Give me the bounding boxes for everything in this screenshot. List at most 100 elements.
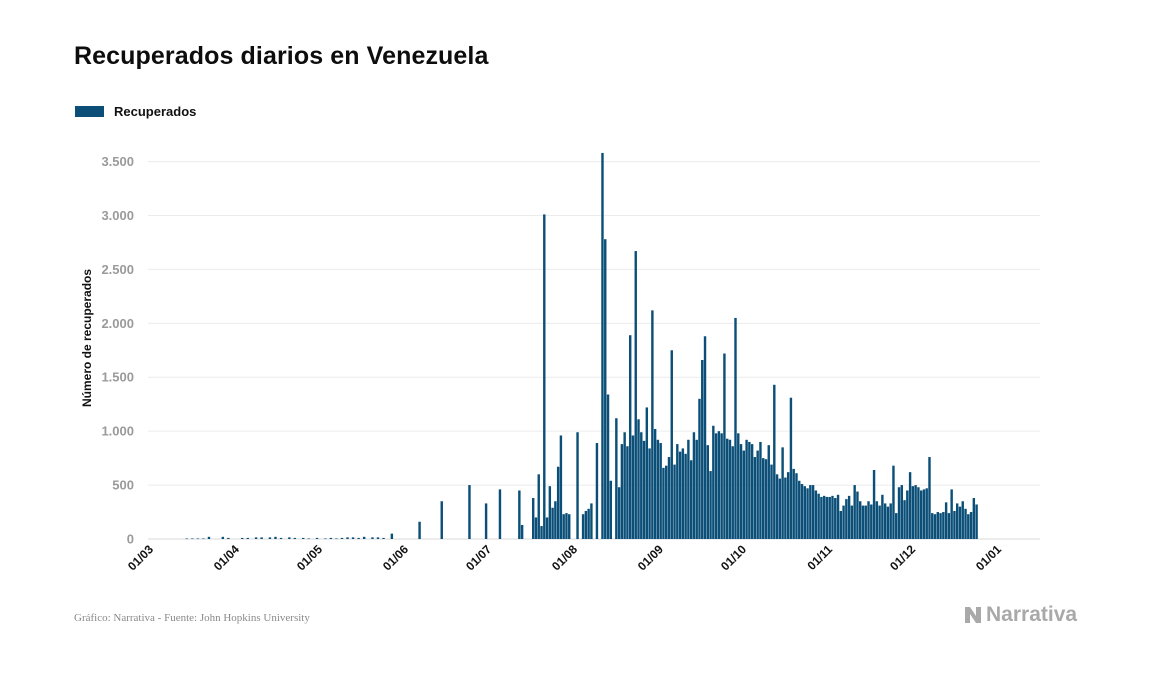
- bar: [324, 538, 327, 540]
- bar: [861, 505, 865, 539]
- brand: Narrativa: [963, 603, 1077, 627]
- bar: [288, 537, 291, 539]
- bar: [382, 537, 385, 539]
- bar: [717, 431, 721, 539]
- bar: [762, 458, 765, 539]
- bar: [723, 353, 726, 539]
- bar: [227, 537, 230, 539]
- bar: [606, 394, 610, 539]
- bar: [728, 439, 732, 539]
- bar: [847, 495, 851, 539]
- bar: [279, 537, 283, 539]
- bar: [925, 488, 928, 539]
- bar: [678, 451, 682, 539]
- brand-name: Narrativa: [986, 603, 1078, 626]
- bar: [518, 490, 521, 539]
- bar: [795, 473, 798, 539]
- bar: [590, 503, 593, 539]
- bar: [939, 513, 942, 539]
- bar: [185, 538, 189, 540]
- bar: [845, 499, 848, 539]
- bar: [828, 496, 831, 539]
- bar: [351, 537, 355, 539]
- bar: [784, 477, 787, 539]
- bar: [667, 457, 671, 539]
- bar: [967, 514, 970, 539]
- bar: [745, 439, 748, 539]
- bar: [820, 496, 823, 539]
- bar: [906, 490, 909, 539]
- bar: [695, 439, 698, 539]
- bar: [637, 419, 640, 539]
- bar: [520, 524, 524, 539]
- bar: [548, 486, 552, 539]
- bar: [191, 538, 194, 540]
- bar: [859, 501, 862, 539]
- bar: [895, 513, 898, 539]
- bar: [689, 460, 693, 539]
- bar: [933, 514, 937, 539]
- bar: [221, 536, 225, 539]
- bar: [418, 521, 421, 539]
- bar: [662, 467, 665, 539]
- bar: [917, 487, 920, 539]
- bar: [706, 445, 709, 539]
- bar: [864, 505, 867, 539]
- bar: [814, 490, 818, 539]
- bar: [881, 494, 884, 539]
- bar: [955, 503, 959, 539]
- bar: [274, 536, 277, 539]
- y-tick-label: 2.000: [101, 316, 134, 331]
- bar: [853, 485, 856, 539]
- bar: [750, 444, 754, 539]
- source-credit: Gráfico: Narrativa - Fuente: John Hopkin…: [74, 612, 310, 624]
- legend-swatch: [75, 106, 104, 117]
- bar: [684, 453, 687, 539]
- bar: [892, 465, 895, 539]
- bar: [950, 489, 953, 539]
- y-tick-label: 3.000: [101, 208, 134, 223]
- bar: [587, 508, 590, 539]
- bar: [883, 503, 887, 539]
- bar: [687, 439, 690, 539]
- bar: [534, 517, 538, 539]
- bar: [568, 514, 571, 539]
- bar: [301, 537, 305, 539]
- x-tick-label: 01/09: [635, 542, 666, 573]
- bar: [889, 503, 892, 539]
- bar: [969, 512, 973, 539]
- bar: [551, 507, 554, 539]
- bar: [742, 450, 746, 539]
- x-tick-label: 01/08: [549, 542, 580, 573]
- bar: [809, 485, 812, 539]
- bar: [701, 359, 704, 539]
- bar: [731, 446, 734, 539]
- bar: [498, 489, 502, 539]
- legend: Recuperados: [75, 104, 196, 119]
- bar: [872, 469, 876, 539]
- bar: [953, 510, 956, 539]
- bar: [800, 484, 804, 539]
- bar: [798, 480, 801, 539]
- bar: [703, 336, 707, 539]
- bar: [601, 152, 604, 539]
- bar: [878, 505, 881, 539]
- bar: [562, 514, 565, 539]
- bar: [640, 432, 643, 539]
- y-tick-label: 2.500: [101, 262, 134, 277]
- bar: [565, 513, 568, 539]
- bar: [617, 487, 621, 539]
- bar: [806, 488, 809, 539]
- bar: [789, 397, 793, 539]
- bar: [531, 498, 535, 539]
- bar: [653, 429, 657, 539]
- bar: [581, 514, 585, 539]
- bar: [936, 512, 940, 539]
- bar: [468, 485, 471, 539]
- bar: [748, 441, 751, 539]
- bar: [903, 500, 906, 539]
- bar: [870, 504, 873, 539]
- bar: [241, 537, 244, 539]
- bar: [958, 506, 962, 539]
- bar: [928, 457, 931, 539]
